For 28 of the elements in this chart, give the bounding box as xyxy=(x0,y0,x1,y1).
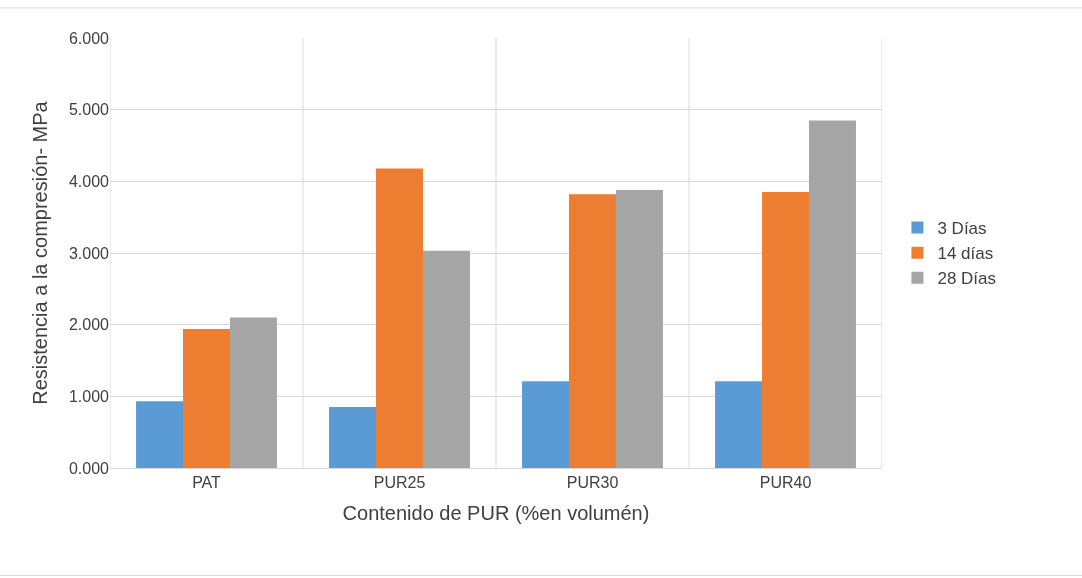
y-tick-label: 4.000 xyxy=(68,172,110,190)
x-tick-label: PUR30 xyxy=(566,474,619,492)
bar xyxy=(376,168,423,468)
legend-label: 3 Días xyxy=(937,219,987,239)
y-tick-label: 3.000 xyxy=(68,244,110,262)
y-tick-label: 1.000 xyxy=(68,387,110,405)
bar xyxy=(136,401,184,468)
bar xyxy=(762,192,809,468)
bar xyxy=(422,250,470,468)
x-axis-title: Contenido de PUR (%en volumén) xyxy=(342,501,650,524)
bar xyxy=(715,381,763,468)
bar xyxy=(569,194,616,468)
x-tick-label: PAT xyxy=(192,474,222,492)
legend-label: 28 Días xyxy=(937,269,997,289)
bar xyxy=(183,328,230,468)
y-tick-label: 6.000 xyxy=(68,29,110,47)
y-axis-title: Resistencia a la compresión- MPa xyxy=(29,100,52,405)
bar xyxy=(808,120,856,468)
bar xyxy=(522,381,570,468)
x-tick-label: PUR25 xyxy=(373,474,426,492)
y-tick-label: 0.000 xyxy=(68,459,110,477)
legend-label: 14 días xyxy=(937,244,994,264)
x-tick-label: PUR40 xyxy=(759,474,812,492)
y-tick-label: 2.000 xyxy=(68,316,110,334)
y-tick-label: 5.000 xyxy=(68,101,110,119)
bar xyxy=(229,317,277,468)
bar xyxy=(329,407,377,468)
bar xyxy=(615,189,663,468)
